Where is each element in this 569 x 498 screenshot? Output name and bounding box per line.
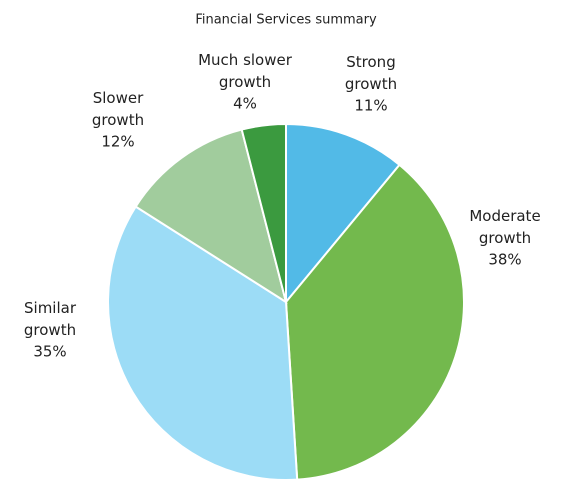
pie-slice xyxy=(107,205,299,481)
slice-label: Much slower growth xyxy=(198,51,293,91)
slice-label: Strong growth xyxy=(345,53,397,93)
slice-value-label: 4% xyxy=(233,95,257,113)
slice-label: Similar growth xyxy=(24,299,77,339)
slice-label: Slower growth xyxy=(92,89,144,129)
slice-label: Moderate growth xyxy=(469,207,540,247)
slice-value-label: 38% xyxy=(488,251,521,269)
chart-title: Financial Services summary xyxy=(195,13,377,28)
slice-value-label: 11% xyxy=(354,97,387,115)
slice-value-label: 12% xyxy=(101,133,134,151)
pie-slice xyxy=(285,122,401,305)
pie-slice xyxy=(134,128,288,305)
slice-value-label: 35% xyxy=(33,343,66,361)
pie-slice xyxy=(240,122,287,303)
pie-slice xyxy=(284,163,465,481)
